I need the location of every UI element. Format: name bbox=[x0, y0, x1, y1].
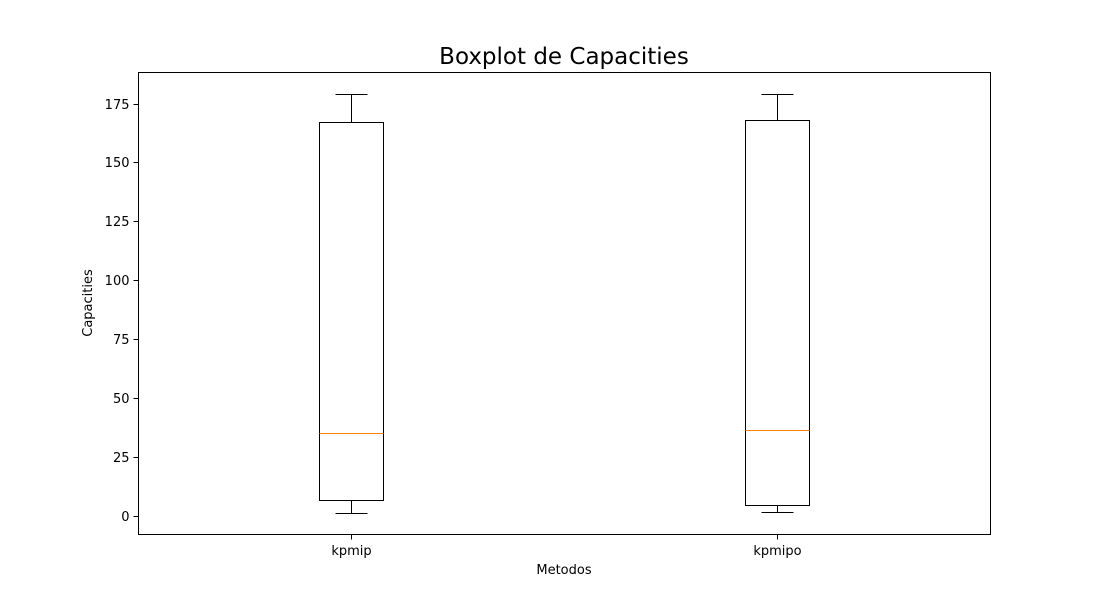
x-tick-label: kpmipo bbox=[753, 544, 801, 559]
y-tick-label: 0 bbox=[121, 510, 129, 525]
y-tick-label: 125 bbox=[105, 215, 130, 230]
y-tick-label: 25 bbox=[113, 451, 130, 466]
iqr-box bbox=[319, 122, 384, 501]
y-tick-label: 50 bbox=[113, 392, 130, 407]
chart-title: Boxplot de Capacities bbox=[439, 44, 689, 70]
iqr-box bbox=[745, 120, 810, 506]
x-axis: kpmip kpmipo bbox=[331, 534, 802, 559]
y-tick-label: 75 bbox=[113, 333, 130, 348]
plot-frame bbox=[138, 72, 991, 535]
x-axis-label: Metodos bbox=[536, 563, 591, 578]
box-kpmipo bbox=[745, 94, 810, 513]
y-tick-label: 150 bbox=[105, 156, 130, 171]
x-tick-label: kpmip bbox=[331, 544, 371, 559]
y-tick-label: 175 bbox=[105, 98, 130, 113]
y-axis-label: Capacities bbox=[81, 269, 96, 337]
box-kpmip bbox=[319, 94, 384, 514]
y-tick-label: 100 bbox=[105, 274, 130, 289]
boxes-layer bbox=[319, 94, 810, 514]
y-axis: 0 25 50 75 100 125 150 175 bbox=[105, 98, 139, 525]
